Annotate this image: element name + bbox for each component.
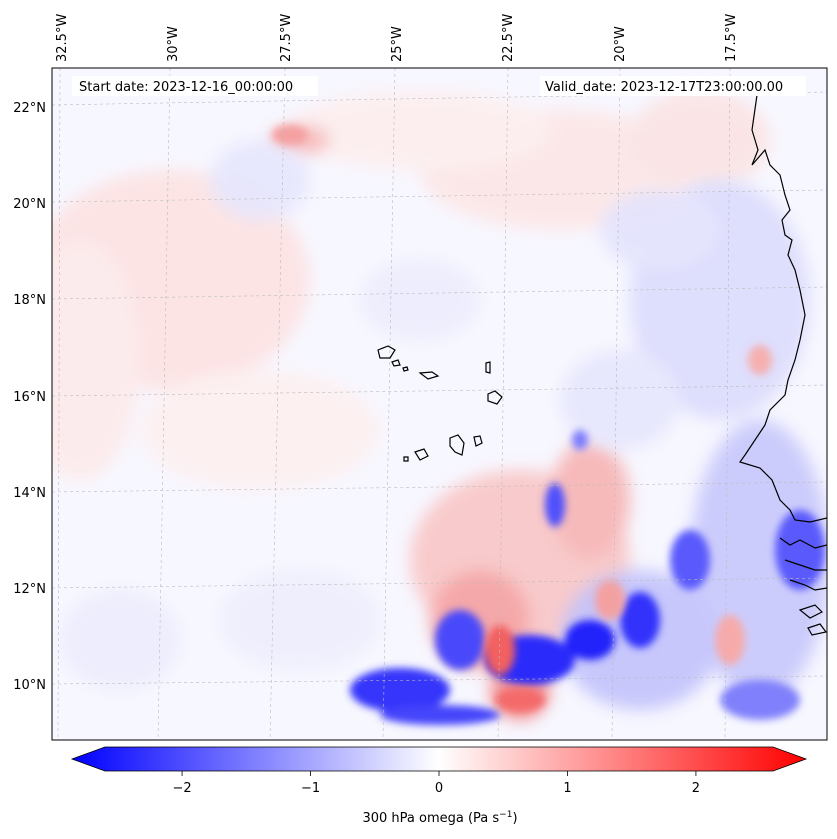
coastline	[739, 94, 827, 636]
colorbar-tick-label: −2	[172, 781, 191, 796]
valid-date-box	[540, 76, 806, 96]
lon-label-32-5w: 32.5°W	[55, 14, 70, 62]
lat-label-14n: 14°N	[13, 486, 46, 501]
longitude-labels: 32.5°W 30°W 27.5°W 25°W 22.5°W 20°W 17.5…	[55, 14, 739, 62]
map-frame	[51, 67, 828, 741]
colorbar-label: 300 hPa omega (Pa s−1)	[362, 810, 517, 826]
omega-field	[52, 68, 827, 740]
lat-label-20n: 20°N	[13, 197, 46, 212]
colorbar-tick-label: 0	[435, 781, 443, 796]
lat-label-22n: 22°N	[13, 101, 46, 116]
colorbar-ticks: −2 −1 0 1 2	[172, 771, 700, 796]
lat-label-10n: 10°N	[13, 678, 46, 693]
lon-label-27-5w: 27.5°W	[279, 14, 294, 62]
lat-label-18n: 18°N	[13, 293, 46, 308]
gridlines	[52, 68, 827, 740]
colorbar-label-main: 300 hPa omega (Pa s	[362, 811, 499, 826]
lon-label-30w: 30°W	[166, 26, 181, 62]
colorbar-tick-label: −1	[301, 781, 320, 796]
valid-date-text: Valid_date: 2023-12-17T23:00:00.00	[545, 80, 783, 95]
colorbar-body	[70, 746, 808, 772]
latitude-labels: 22°N 20°N 18°N 16°N 14°N 12°N 10°N	[13, 101, 46, 693]
map-panel: Start date: 2023-12-16_00:00:00 Valid_da…	[13, 14, 828, 741]
lon-label-22-5w: 22.5°W	[501, 14, 516, 62]
start-date-text: Start date: 2023-12-16_00:00:00	[79, 80, 293, 95]
start-date-box	[72, 76, 318, 96]
cape-verde-islands	[377, 345, 503, 462]
lon-label-25w: 25°W	[390, 26, 405, 62]
lon-label-20w: 20°W	[613, 26, 628, 62]
colorbar-tick-label: 2	[692, 781, 700, 796]
lon-label-17-5w: 17.5°W	[724, 14, 739, 62]
lat-label-12n: 12°N	[13, 582, 46, 597]
colorbar-tick-label: 1	[563, 781, 571, 796]
colorbar: −2 −1 0 1 2 300 hPa omega (Pa s−1)	[70, 746, 808, 826]
colorbar-label-sup: −1	[499, 810, 512, 820]
lat-label-16n: 16°N	[13, 390, 46, 405]
colorbar-label-end: )	[512, 811, 517, 826]
